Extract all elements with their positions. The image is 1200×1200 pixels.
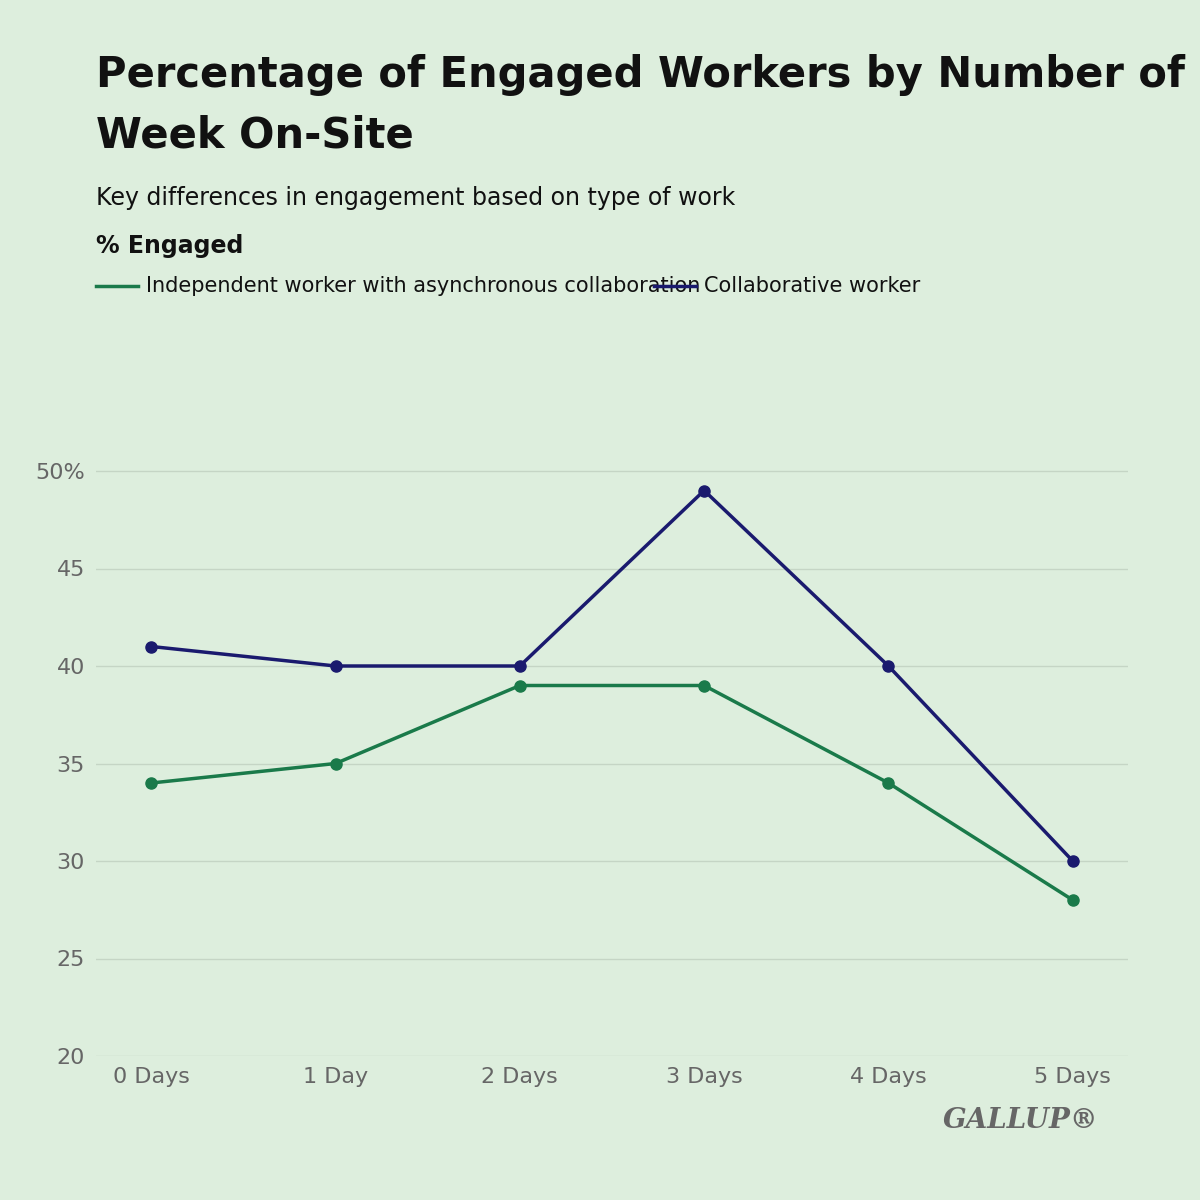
Text: Week On-Site: Week On-Site — [96, 114, 414, 156]
Text: Collaborative worker: Collaborative worker — [704, 276, 920, 295]
Text: GALLUP®: GALLUP® — [942, 1106, 1098, 1134]
Text: % Engaged: % Engaged — [96, 234, 244, 258]
Text: Percentage of Engaged Workers by Number of Days Per: Percentage of Engaged Workers by Number … — [96, 54, 1200, 96]
Text: Key differences in engagement based on type of work: Key differences in engagement based on t… — [96, 186, 736, 210]
Text: Independent worker with asynchronous collaboration: Independent worker with asynchronous col… — [146, 276, 701, 295]
